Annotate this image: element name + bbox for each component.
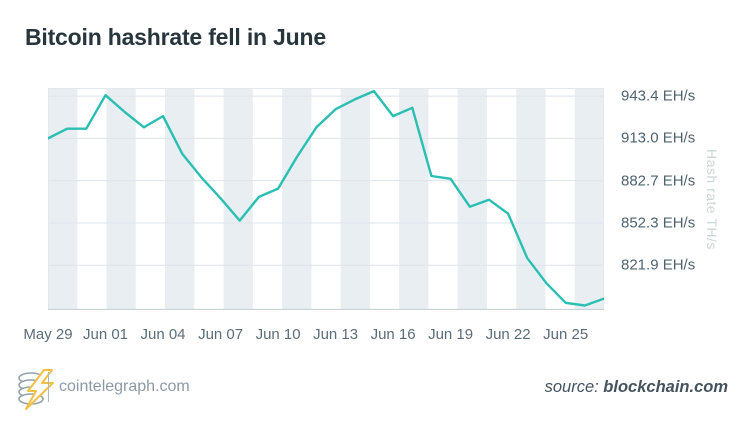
y-axis-tick-label: 943.4 EH/s: [621, 87, 696, 105]
x-axis-tick-label: Jun 19: [428, 326, 474, 343]
x-axis-tick-label: May 29: [23, 326, 73, 343]
x-axis: May 29 Jun 01 Jun 04 Jun 07 Jun 10 Jun 13 Jun …: [23, 326, 604, 346]
x-axis-tick-label: Jun 25: [543, 326, 589, 343]
source-label: source:: [544, 378, 599, 396]
y-axis-tick-label: 821.9 EH/s: [621, 256, 696, 274]
y-axis-title: Hash rate TH/s: [704, 148, 720, 250]
x-axis-tick-label: Jun 04: [140, 326, 186, 343]
footer-divider: [48, 372, 49, 402]
x-axis-tick-label: Jun 13: [313, 326, 359, 343]
x-axis-tick-label: Jun 22: [485, 326, 531, 343]
x-axis-tick-label: Jun 10: [255, 326, 301, 343]
cointelegraph-logo-icon: [18, 369, 54, 410]
footer: cointelegraph.com source: blockchain.com: [0, 364, 750, 414]
x-axis-tick-label: Jun 07: [198, 326, 244, 343]
site-link[interactable]: cointelegraph.com: [59, 378, 190, 395]
source-attribution: source: blockchain.com: [545, 378, 728, 397]
hashrate-line-chart: [48, 88, 604, 310]
page-title: Bitcoin hashrate fell in June: [25, 24, 326, 50]
y-axis-tick-label: 882.7 EH/s: [621, 172, 696, 190]
source-link[interactable]: blockchain.com: [603, 378, 728, 396]
lightning-bolt-icon: [25, 369, 54, 410]
x-axis-tick-label: Jun 16: [370, 326, 416, 343]
y-axis-tick-label: 852.3 EH/s: [621, 214, 696, 232]
y-axis: 943.4 EH/s 913.0 EH/s 882.7 EH/s 852.3 EH/s…: [621, 88, 711, 310]
x-axis-tick-label: Jun 01: [82, 326, 129, 343]
y-axis-tick-label: 913.0 EH/s: [621, 129, 696, 147]
